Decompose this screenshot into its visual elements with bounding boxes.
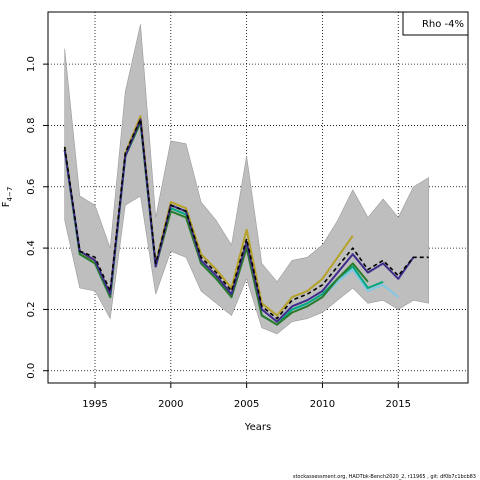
y-axis-title-main: F xyxy=(1,201,12,207)
y-tick-label: 0.4 xyxy=(26,240,37,256)
x-tick-label: 2015 xyxy=(386,399,411,410)
series-layer xyxy=(63,115,429,326)
y-axis-title-group: F4−7 xyxy=(1,187,14,208)
x-axis-title: Years xyxy=(244,422,271,433)
x-tick-label: 2005 xyxy=(234,399,259,410)
y-tick-label: 0.6 xyxy=(26,179,37,195)
series-line-5 xyxy=(63,118,429,320)
confidence-band-layer xyxy=(64,24,429,335)
grid xyxy=(48,12,468,383)
y-tick-label: 1.0 xyxy=(26,56,37,72)
legend-text: Rho -4% xyxy=(422,19,464,30)
y-tick-label: 0.8 xyxy=(26,117,37,133)
legend-box xyxy=(402,11,469,36)
y-axis-title: F4−7 xyxy=(1,187,14,208)
y-axis: 0.0 0.2 0.4 0.6 0.8 1.0 xyxy=(26,56,48,379)
footer-text: stockassessment.org, HADTbk-Bench2020_2,… xyxy=(293,474,476,480)
x-tick-label: 2010 xyxy=(310,399,335,410)
y-tick-label: 0.0 xyxy=(26,363,37,379)
x-axis: 1995 2000 2005 2010 2015 xyxy=(82,383,411,410)
x-tick-label: 2000 xyxy=(158,399,183,410)
y-tick-label: 0.2 xyxy=(26,301,37,317)
plot-frame xyxy=(47,11,469,384)
confidence-band xyxy=(64,24,429,335)
y-axis-title-subscript: 4−7 xyxy=(6,187,14,202)
series-line-4 xyxy=(63,118,415,323)
x-tick-label: 1995 xyxy=(82,399,107,410)
